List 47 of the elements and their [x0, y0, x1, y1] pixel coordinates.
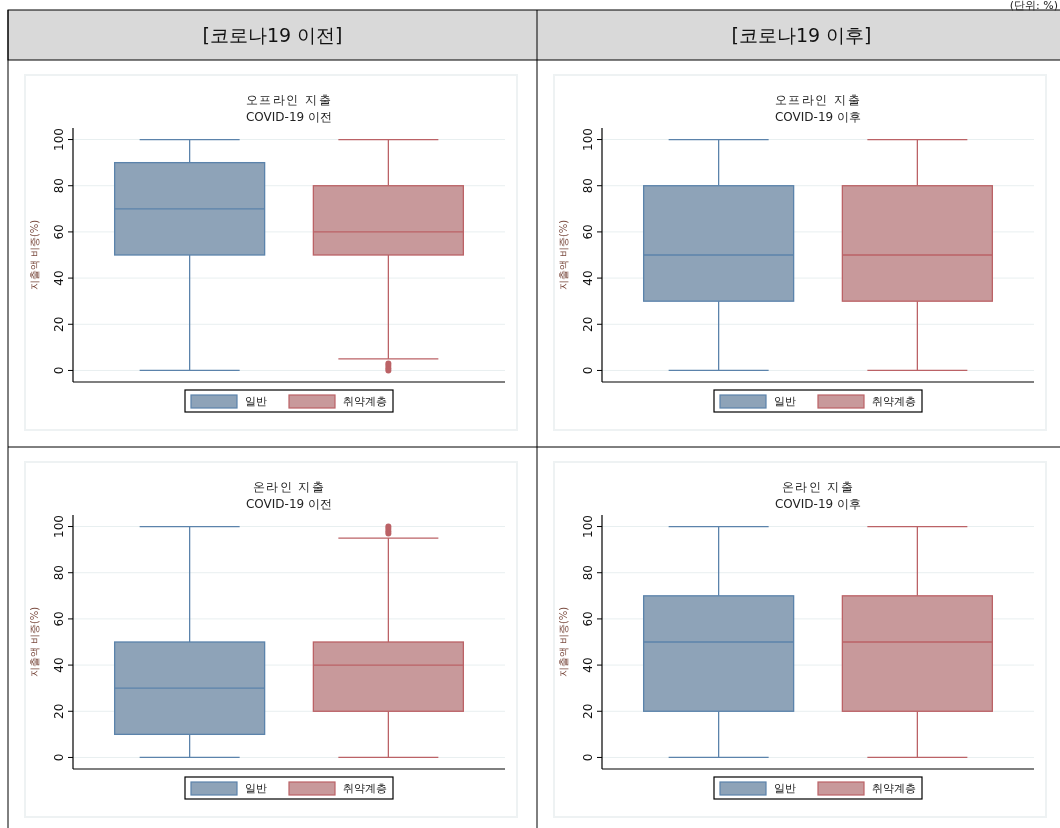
y-tick-label: 100: [52, 128, 66, 151]
legend-label: 취약계층: [343, 782, 387, 795]
text: [코로나19 이후]: [731, 24, 872, 46]
y-tick-label: 40: [52, 270, 66, 286]
chart-subtitle: COVID-19 이후: [774, 110, 862, 124]
y-tick-label: 100: [581, 128, 595, 151]
text: (단위: %): [1009, 0, 1058, 12]
chart-subtitle: COVID-19 이전: [245, 497, 333, 511]
legend-label: 취약계층: [343, 395, 387, 408]
y-tick-label: 60: [52, 224, 66, 240]
chart-title: 오프라인 지출: [245, 93, 333, 107]
legend-label: 취약계층: [872, 395, 916, 408]
text: [코로나19 이전]: [202, 24, 343, 46]
y-tick-label: 100: [581, 515, 595, 538]
chart-title: 온라인 지출: [252, 480, 326, 494]
y-axis-title: 지출액 비중(%): [558, 219, 569, 291]
y-tick-label: 0: [52, 753, 66, 762]
chart-title: 온라인 지출: [781, 480, 855, 494]
y-tick-label: 80: [52, 178, 66, 194]
y-tick-label: 20: [52, 316, 66, 332]
y-tick-label: 80: [52, 565, 66, 581]
y-tick-label: 60: [581, 224, 595, 240]
chart-title: 오프라인 지출: [774, 93, 862, 107]
y-axis-title: 지출액 비중(%): [558, 606, 569, 678]
y-tick-label: 60: [52, 611, 66, 627]
y-tick-label: 0: [581, 366, 595, 375]
y-tick-label: 20: [52, 703, 66, 719]
legend-label: 일반: [774, 782, 796, 795]
y-axis-title: 지출액 비중(%): [29, 219, 40, 291]
legend-label: 일반: [245, 782, 267, 795]
y-tick-label: 80: [581, 565, 595, 581]
y-tick-label: 60: [581, 611, 595, 627]
y-tick-label: 40: [52, 657, 66, 673]
legend-label: 일반: [774, 395, 796, 408]
y-tick-label: 20: [581, 703, 595, 719]
y-tick-label: 80: [581, 178, 595, 194]
y-tick-label: 40: [581, 270, 595, 286]
y-tick-label: 100: [52, 515, 66, 538]
legend-label: 일반: [245, 395, 267, 408]
legend-label: 취약계층: [872, 782, 916, 795]
y-axis-title: 지출액 비중(%): [29, 606, 40, 678]
chart-subtitle: COVID-19 이후: [774, 497, 862, 511]
chart-subtitle: COVID-19 이전: [245, 110, 333, 124]
y-tick-label: 40: [581, 657, 595, 673]
y-tick-label: 20: [581, 316, 595, 332]
y-tick-label: 0: [581, 753, 595, 762]
y-tick-label: 0: [52, 366, 66, 375]
